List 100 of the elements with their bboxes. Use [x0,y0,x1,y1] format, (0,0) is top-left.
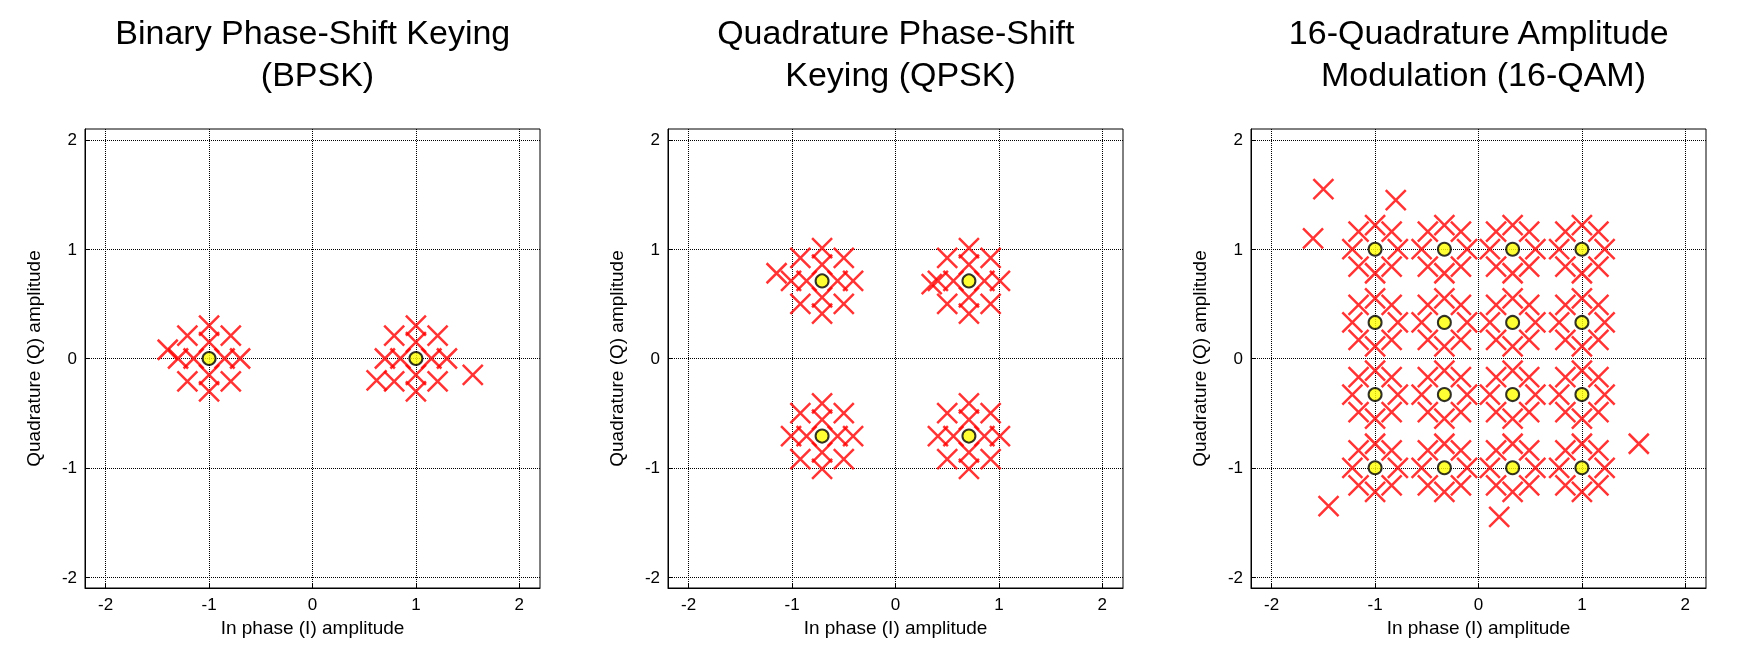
point [961,428,977,444]
point [176,370,199,393]
point [182,347,205,370]
point [1367,387,1383,403]
point [389,347,412,370]
y-axis-title: Quadrature (Q) amplitude [1189,250,1210,467]
point [1436,460,1452,476]
x-tick-label: 0 [307,595,318,614]
point [979,401,1002,425]
x-tick-label: -2 [681,595,697,614]
point [382,370,406,393]
x-tick-label: -2 [98,595,114,614]
y-tick-label: -2 [644,567,660,587]
point [832,292,856,316]
y-tick-label: 0 [1233,349,1243,368]
y-tick-label: -2 [1227,567,1243,587]
point [920,272,943,296]
point [1505,387,1521,403]
point [373,347,397,370]
point [426,370,449,393]
point [826,269,849,293]
point [935,246,959,270]
y-axis-title: Quadrature (Q) amplitude [23,250,44,467]
y-tick-label: 0 [650,349,660,368]
y-tick-label: 1 [650,239,660,259]
point [1505,241,1521,257]
chart-title: 16-Quadrature Amplitude Modulation (16-QAM) [1288,13,1679,93]
y-tick-label: -1 [644,458,660,478]
y-tick-label: 2 [1233,130,1243,150]
x-tick-label: -1 [784,595,800,614]
point [789,401,812,425]
point [841,269,865,293]
point [1436,387,1452,403]
point [935,447,959,471]
point [1436,241,1452,257]
x-tick-label: 1 [411,595,421,614]
point [201,351,217,366]
point [1367,460,1383,476]
point [795,424,818,448]
point [789,246,812,270]
x-tick-label: 0 [890,595,901,614]
x-tick-label: 2 [514,595,525,614]
point [942,269,965,293]
x-tick-label: -1 [1367,595,1383,614]
x-tick-label: 1 [994,595,1004,614]
x-tick-label: -1 [201,595,217,614]
x-axis-title: In phase (I) amplitude [220,616,405,638]
x-tick-label: -2 [1264,595,1280,614]
point [961,273,977,289]
point [156,338,179,362]
point [420,347,443,370]
point [979,246,1002,270]
x-axis-title: In phase (I) amplitude [1386,616,1571,638]
x-tick-label: 2 [1680,595,1691,614]
point [1574,314,1590,330]
y-tick-label: 2 [67,130,77,150]
point [765,262,788,285]
point [1367,241,1383,257]
point [176,324,199,347]
point [979,447,1002,471]
point [935,292,959,316]
x-axis-title: In phase (I) amplitude [803,616,988,638]
point [426,324,449,347]
point [789,447,812,471]
x-tick-label: 0 [1473,595,1484,614]
point [841,424,865,448]
point [1505,314,1521,330]
point [228,347,252,370]
point [461,363,485,387]
point [1574,460,1590,476]
y-tick-label: 1 [67,239,77,259]
point [926,269,950,293]
y-axis-title: Quadrature (Q) amplitude [606,250,627,467]
y-tick-label: -1 [61,458,77,478]
chart-title: Quadrature Phase-Shift Keying (QPSK) [717,13,1084,93]
point [219,324,243,347]
point [408,351,424,366]
x-tick-label: 1 [1577,595,1587,614]
chart-title: Binary Phase-Shift Keying (BPSK) [115,13,520,93]
point [779,269,803,293]
point [832,246,856,270]
point [789,292,812,316]
point [973,424,996,448]
point [166,347,190,370]
y-tick-label: 2 [650,130,660,150]
point [382,324,406,347]
point [832,447,856,471]
point [1505,460,1521,476]
point [979,292,1002,316]
point [814,428,830,444]
y-tick-label: -1 [1227,458,1243,478]
point [1367,314,1383,330]
point [779,424,803,448]
x-tick-label: 2 [1097,595,1108,614]
point [1574,241,1590,257]
y-tick-label: 0 [67,349,77,368]
point [1574,387,1590,403]
y-tick-label: -2 [61,567,77,587]
point [795,269,818,293]
point [365,369,388,392]
